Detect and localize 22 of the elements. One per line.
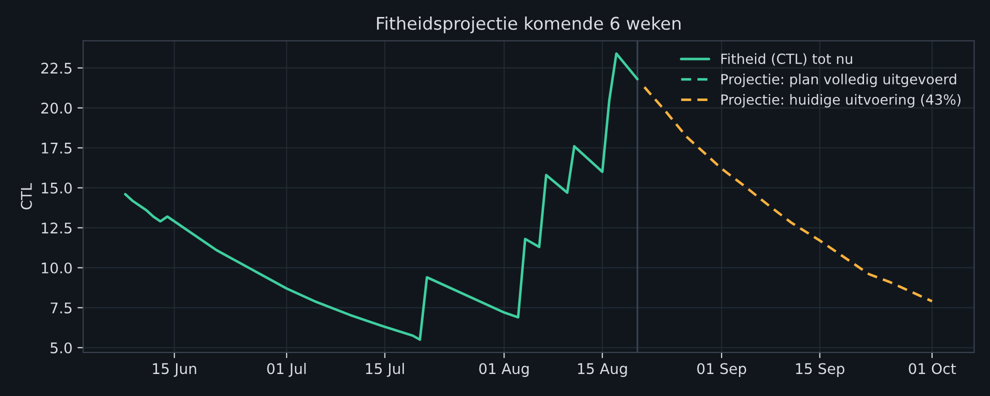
y-tick-label: 15.0 <box>42 182 72 194</box>
x-tick-label: 15 Sep <box>796 363 844 377</box>
legend-label: Projectie: huidige uitvoering (43%) <box>721 94 960 108</box>
y-tick-label: 17.5 <box>42 142 72 154</box>
x-tick-label: 15 Aug <box>578 363 627 377</box>
x-tick-label: 01 Jul <box>267 362 306 377</box>
legend-label: Projectie: plan volledig uitgevoerd <box>721 74 956 88</box>
x-tick-label: 15 Jul <box>366 362 404 377</box>
x-tick-label: 01 Aug <box>479 363 529 377</box>
x-tick-label: 01 Sep <box>697 363 746 377</box>
y-tick-label: 22.5 <box>41 62 72 74</box>
y-tick-label: 20.0 <box>41 102 72 114</box>
chart-title: Fitheidsprojectie komende 6 weken <box>377 16 680 34</box>
y-tick-label: 10.0 <box>42 262 72 274</box>
x-tick-label: 01 Oct <box>908 363 956 374</box>
y-tick-label: 12.5 <box>42 222 72 234</box>
y-tick-label: 5.0 <box>50 342 72 354</box>
y-tick-label: 7.5 <box>50 302 72 314</box>
x-tick-label: 15 Jun <box>152 363 196 377</box>
legend-label: Fitheid (CTL) tot nu <box>721 53 852 66</box>
line-series <box>124 52 639 341</box>
y-axis-title: CTL <box>20 183 32 210</box>
